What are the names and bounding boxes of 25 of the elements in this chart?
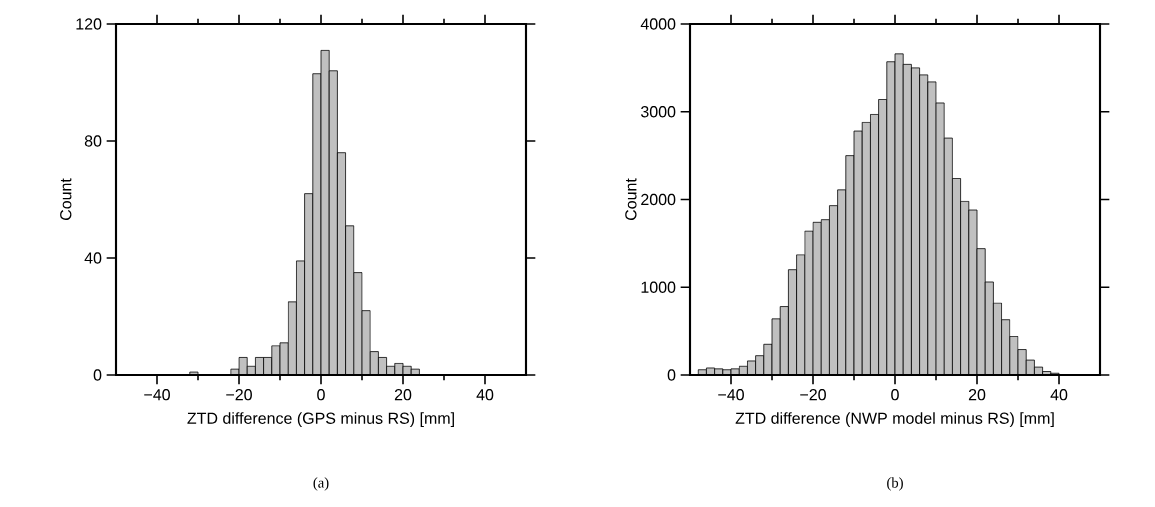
y-tick-label: 80	[84, 135, 102, 147]
y-tick-label: 0	[667, 369, 676, 381]
text: (b)	[887, 477, 903, 491]
y-tick-label: 4000	[640, 18, 676, 30]
x-tick-label: 40	[1050, 389, 1068, 401]
x-tick-label: −20	[800, 389, 826, 401]
y-axis-title: Count	[625, 178, 637, 221]
x-axis-title: ZTD difference (GPS minus RS) [mm]	[187, 412, 454, 428]
x-tick-label: −20	[226, 389, 252, 401]
y-tick-label: 0	[93, 369, 102, 381]
y-tick-label: 120	[76, 18, 102, 30]
x-tick-label: −40	[718, 389, 744, 401]
x-tick-label: 20	[968, 389, 986, 401]
y-tick-label: 2000	[641, 193, 676, 206]
text: (a)	[313, 477, 329, 491]
y-axis-title: Count	[60, 178, 72, 221]
x-axis-title: ZTD difference (NWP model minus RS) [mm]	[735, 412, 1054, 428]
x-tick-label: 0	[317, 389, 325, 401]
x-tick-label: −40	[144, 389, 170, 401]
x-tick-label: 0	[891, 389, 899, 401]
x-tick-label: 40	[476, 389, 494, 401]
y-tick-label: 3000	[640, 106, 676, 118]
x-tick-label: 20	[394, 389, 412, 401]
y-tick-label: 40	[84, 252, 102, 264]
y-tick-label: 1000	[641, 281, 676, 293]
